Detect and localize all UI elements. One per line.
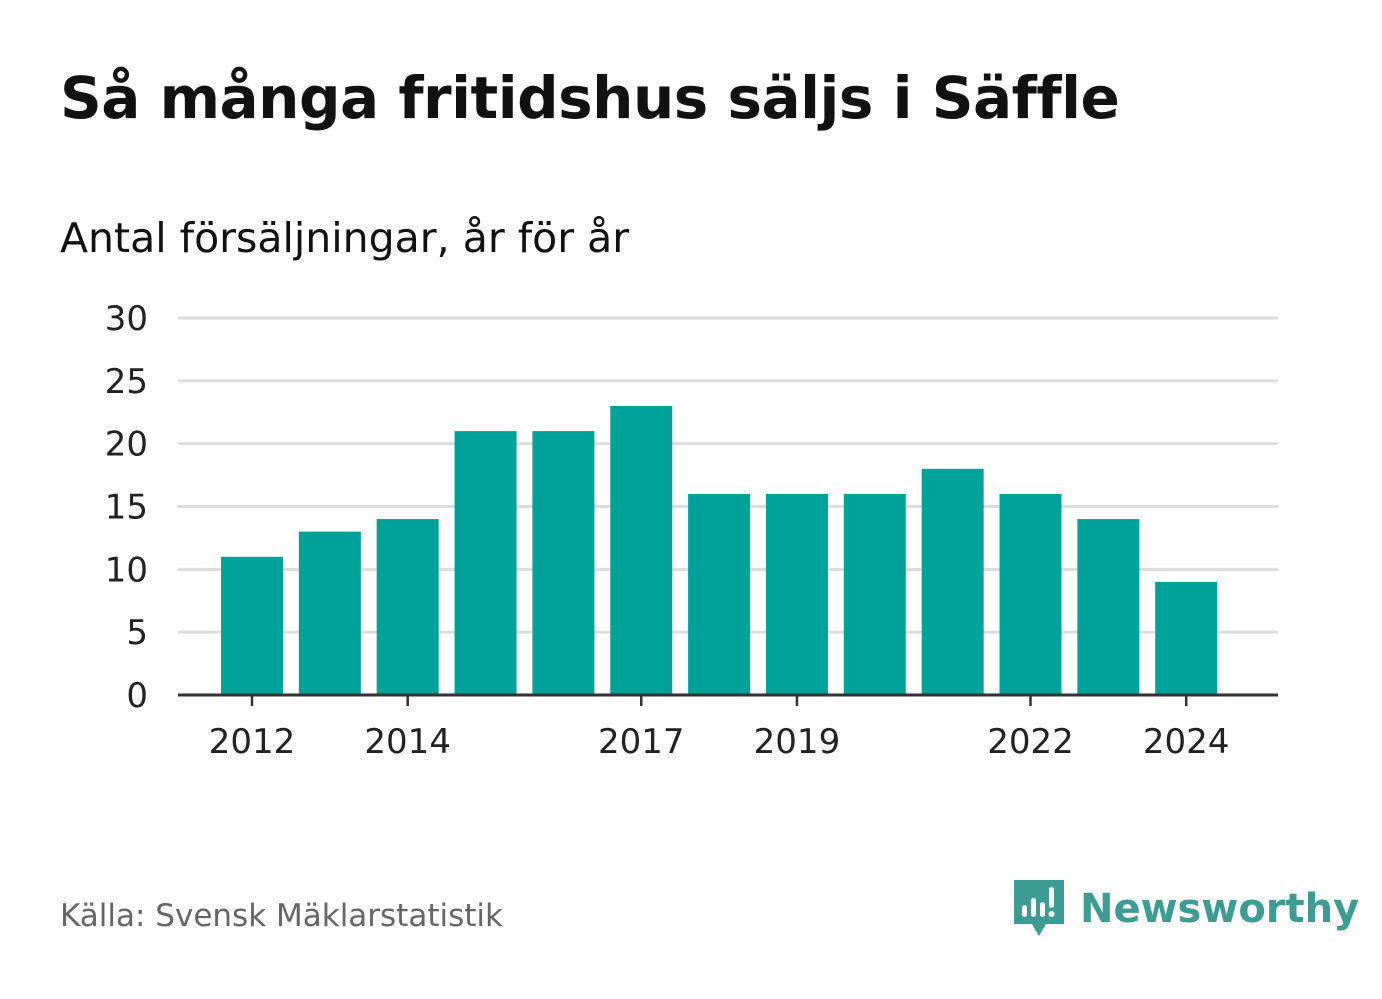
newsworthy-logo-icon — [1014, 880, 1064, 936]
y-tick-label: 25 — [105, 362, 148, 402]
x-tick-label: 2019 — [754, 722, 841, 762]
x-tick-label: 2012 — [209, 722, 296, 762]
bar-2014 — [376, 519, 439, 695]
brand-logo[interactable]: Newsworthy — [1012, 878, 1359, 940]
bar-2019 — [765, 493, 828, 695]
bar-2018 — [688, 493, 751, 695]
y-tick-label: 20 — [105, 425, 148, 465]
bar-2022 — [999, 493, 1062, 695]
y-tick-label: 30 — [105, 299, 148, 339]
bar-2023 — [1077, 519, 1140, 695]
y-axis-ticks: 0 5 10 15 20 25 30 — [105, 299, 148, 716]
x-tick-label: 2022 — [987, 722, 1074, 762]
bar-2024 — [1155, 581, 1218, 695]
bar-2013 — [298, 531, 361, 695]
bar-2017 — [610, 405, 673, 695]
bar-2016 — [532, 431, 595, 695]
source-note: Källa: Svensk Mäklarstatistik — [60, 898, 503, 934]
chart-title: Så många fritidshus säljs i Säffle — [60, 64, 1120, 132]
y-tick-label: 10 — [105, 550, 148, 590]
x-tick-label: 2014 — [364, 722, 451, 762]
y-tick-label: 15 — [105, 488, 148, 528]
bars — [221, 405, 1218, 695]
y-tick-label: 0 — [126, 676, 148, 716]
chart-subtitle: Antal försäljningar, år för år — [60, 214, 630, 262]
x-axis-ticks: 2012 2014 2017 2019 2022 2024 — [209, 695, 1230, 762]
bar-2021 — [921, 468, 984, 695]
y-tick-label: 5 — [126, 613, 148, 653]
x-tick-label: 2017 — [598, 722, 685, 762]
bar-2015 — [454, 431, 517, 695]
bar-2012 — [221, 556, 283, 695]
bar-2020 — [843, 493, 906, 695]
brand-name: Newsworthy — [1080, 886, 1360, 932]
x-tick-label: 2024 — [1143, 722, 1230, 762]
